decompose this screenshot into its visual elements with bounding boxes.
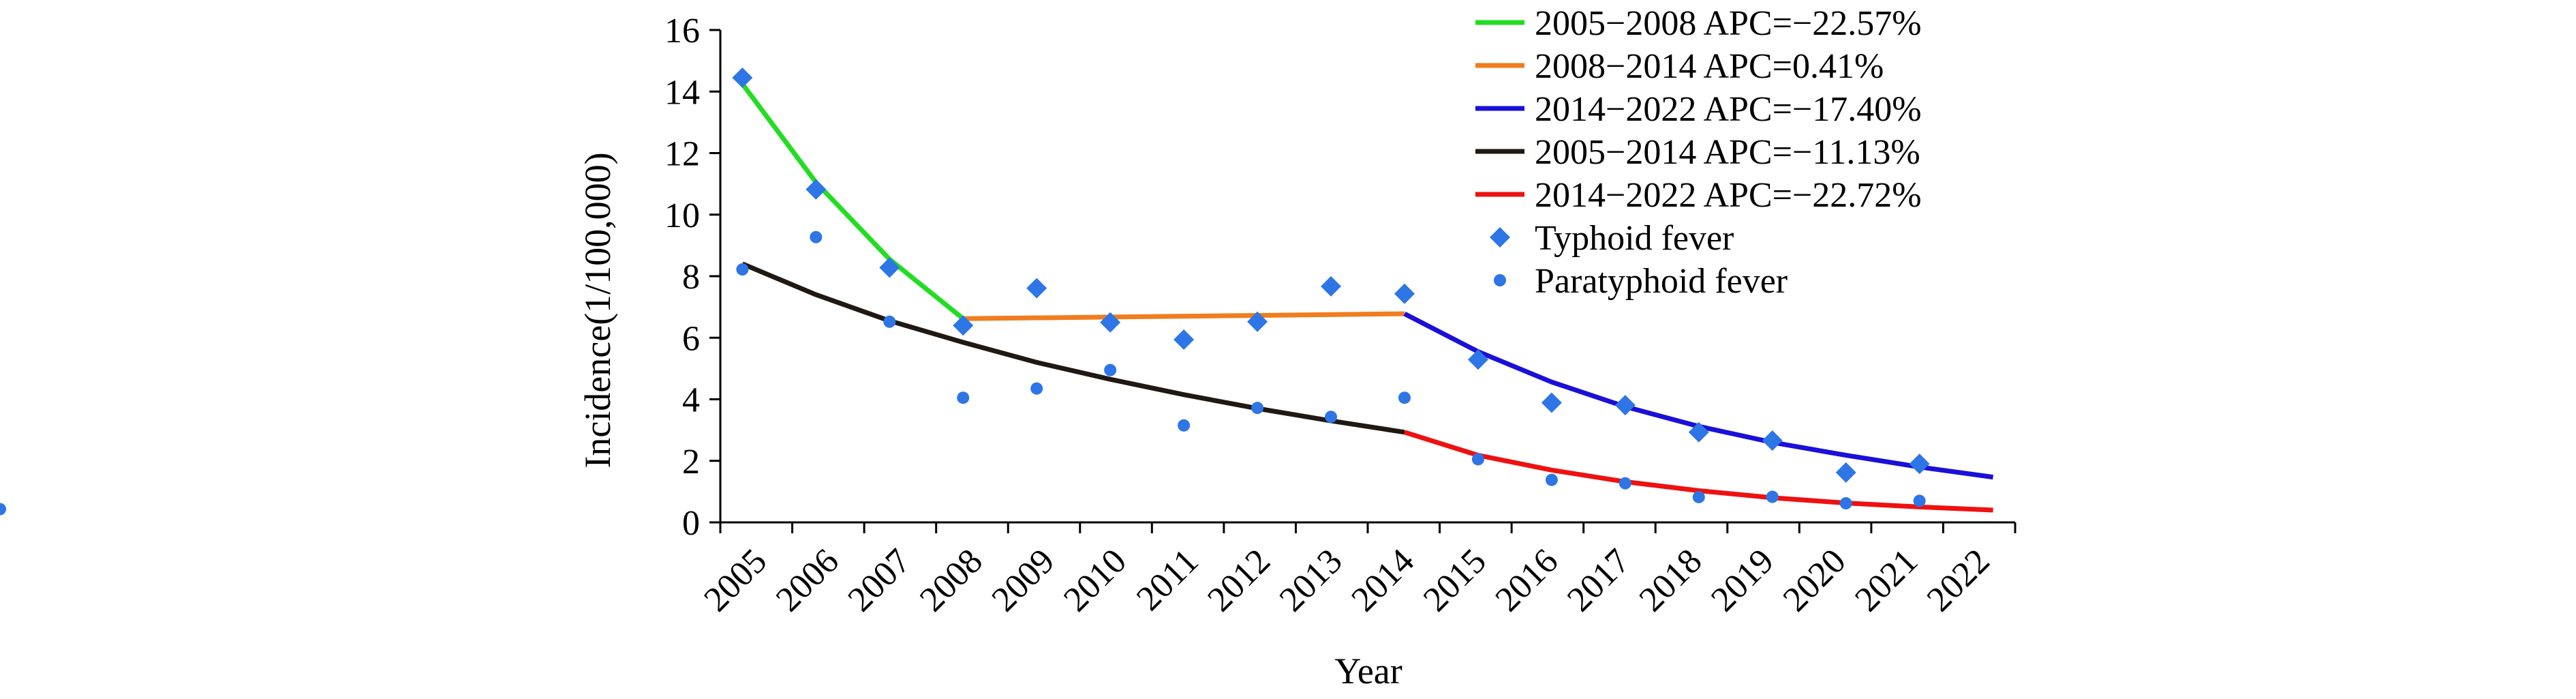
paratyphoid-point — [957, 391, 970, 404]
y-tick-label: 6 — [682, 319, 700, 358]
paratyphoid-point — [1104, 363, 1117, 376]
typhoid-point — [953, 315, 974, 336]
legend-marker-paratyphoid — [1494, 274, 1506, 286]
x-tick-label: 2006 — [769, 541, 846, 619]
legend-label-2: 2008−2014 APC=0.41% — [1535, 47, 1884, 86]
x-tick-label: 2020 — [1776, 541, 1854, 619]
legend-label-3: 2014−2022 APC=−17.40% — [1535, 90, 1922, 129]
y-tick-label: 16 — [664, 12, 700, 50]
legend-label-1: 2005−2008 APC=−22.57% — [1535, 4, 1922, 43]
x-tick-label: 2015 — [1416, 541, 1494, 619]
x-tick-label: 2009 — [985, 541, 1062, 619]
x-tick-label: 2008 — [913, 541, 990, 619]
paratyphoid-point — [1766, 490, 1779, 503]
paratyphoid-point — [736, 263, 749, 276]
typhoid-point — [1614, 395, 1636, 416]
y-tick-label: 8 — [682, 258, 700, 297]
legend-label-4: 2005−2014 APC=−11.13% — [1535, 133, 1920, 172]
typhoid-point — [806, 179, 827, 200]
paratyphoid-point — [1030, 382, 1043, 395]
fit-line-5 — [1403, 430, 1993, 513]
typhoid-point — [1688, 421, 1709, 443]
paratyphoid-point — [1619, 477, 1631, 490]
typhoid-point — [879, 257, 900, 278]
x-tick-label: 2007 — [841, 541, 919, 619]
y-tick-label: 12 — [664, 135, 700, 174]
x-tick-label: 2013 — [1272, 541, 1350, 619]
legend-label-typhoid: Typhoid fever — [1535, 219, 1734, 258]
paratyphoid-point — [1398, 391, 1411, 404]
typhoid-point — [1174, 329, 1195, 350]
fit-line-1 — [740, 82, 965, 321]
y-tick-label: 14 — [664, 73, 700, 112]
typhoid-point — [1026, 278, 1047, 299]
data-markers — [0, 67, 1930, 516]
legend-marker-typhoid — [1490, 227, 1510, 248]
y-tick-label: 2 — [682, 443, 700, 481]
y-tick-label: 10 — [664, 196, 700, 235]
paratyphoid-point — [0, 503, 6, 516]
paratyphoid-point — [1545, 473, 1558, 486]
x-tick-label: 2017 — [1560, 541, 1638, 619]
paratyphoid-point — [1839, 497, 1852, 510]
x-tick-label: 2022 — [1920, 541, 1997, 619]
typhoid-point — [1762, 430, 1783, 451]
fit-line-4 — [741, 261, 1405, 435]
x-tick-label: 2014 — [1344, 541, 1422, 619]
x-tick-label: 2010 — [1056, 541, 1134, 619]
paratyphoid-point — [883, 315, 896, 328]
x-axis-title: Year — [1334, 651, 1402, 691]
paratyphoid-point — [1692, 490, 1705, 503]
typhoid-point — [1835, 462, 1856, 483]
paratyphoid-point — [1471, 453, 1484, 466]
fit-line-2 — [963, 311, 1405, 321]
typhoid-point — [1247, 311, 1268, 332]
typhoid-point — [1467, 349, 1488, 370]
paratyphoid-point — [1913, 494, 1926, 507]
typhoid-point — [732, 67, 753, 88]
x-tick-label: 2016 — [1488, 541, 1566, 619]
typhoid-point — [1909, 453, 1930, 475]
typhoid-point — [1100, 312, 1121, 333]
x-tick-label: 2018 — [1632, 541, 1710, 619]
typhoid-point — [1394, 283, 1415, 304]
paratyphoid-point — [810, 230, 823, 243]
fit-line-3 — [1403, 311, 1994, 480]
typhoid-point — [1321, 276, 1342, 297]
x-tick-label: 2012 — [1200, 541, 1278, 619]
legend-label-paratyphoid: Paratyphoid fever — [1535, 262, 1788, 301]
x-tick-label: 2021 — [1847, 541, 1925, 619]
x-tick-label: 2005 — [696, 541, 774, 619]
x-tick-label: 2019 — [1704, 541, 1781, 619]
y-tick-label: 0 — [682, 504, 700, 543]
legend-label-5: 2014−2022 APC=−22.72% — [1535, 176, 1922, 215]
paratyphoid-point — [1325, 411, 1338, 423]
y-tick-label: 4 — [682, 381, 700, 420]
paratyphoid-point — [1178, 419, 1191, 432]
typhoid-point — [1541, 392, 1562, 413]
y-axis-title: Incidence(1/100,000) — [577, 152, 618, 468]
paratyphoid-point — [1251, 402, 1264, 415]
x-tick-label: 2011 — [1129, 541, 1206, 618]
legend: 2005−2008 APC=−22.57% 2008−2014 APC=0.41%… — [1475, 4, 1922, 301]
